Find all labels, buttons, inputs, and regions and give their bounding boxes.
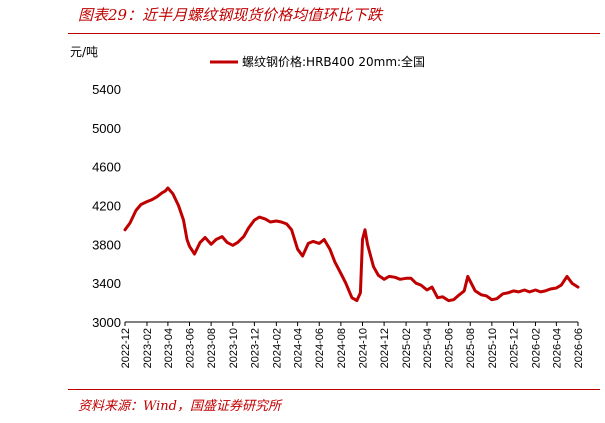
x-tick-label: 2025-02 bbox=[401, 328, 413, 368]
y-tick-label: 5400 bbox=[92, 82, 121, 97]
x-tick-label: 2025-04 bbox=[422, 328, 434, 368]
x-tick-label: 2026-02 bbox=[530, 328, 542, 368]
series-line bbox=[123, 186, 580, 303]
x-tick-label: 2024-02 bbox=[271, 328, 283, 368]
y-tick-label: 3400 bbox=[92, 276, 121, 291]
x-tick-label: 2023-04 bbox=[163, 328, 175, 368]
legend-label: 螺纹钢价格:HRB400 20mm:全国 bbox=[242, 54, 425, 69]
chart-title: 图表29：近半月螺纹钢现货价格均值环比下跌 bbox=[78, 6, 383, 24]
x-tick-label: 2024-08 bbox=[336, 328, 348, 368]
y-tick-label: 5000 bbox=[92, 121, 121, 136]
y-tick-label: 3000 bbox=[92, 315, 121, 330]
x-tick-label: 2025-08 bbox=[465, 328, 477, 368]
x-tick-label: 2023-12 bbox=[249, 328, 261, 368]
x-tick-label: 2025-12 bbox=[508, 328, 520, 368]
x-axis: 2022-12 2023-02 2023-04 2023-06 2023-08 2023-… bbox=[120, 322, 585, 368]
x-tick-label: 2026-04 bbox=[551, 328, 563, 368]
x-tick-label: 2025-10 bbox=[487, 328, 499, 368]
x-tick-label: 2026-06 bbox=[573, 328, 585, 368]
x-tick-label: 2023-08 bbox=[206, 328, 218, 368]
source-note: 资料来源：Wind，国盛证券研究所 bbox=[78, 399, 281, 414]
x-tick-label: 2023-10 bbox=[228, 328, 240, 368]
y-axis: 3000 3400 3800 4200 4600 5000 5400 bbox=[92, 82, 121, 330]
x-tick-label: 2024-10 bbox=[357, 328, 369, 368]
y-tick-label: 4200 bbox=[92, 199, 121, 214]
x-tick-label: 2025-06 bbox=[444, 328, 456, 368]
x-tick-label: 2023-06 bbox=[185, 328, 197, 368]
y-tick-label: 4600 bbox=[92, 160, 121, 175]
legend: 螺纹钢价格:HRB400 20mm:全国 bbox=[210, 54, 425, 69]
x-tick-label: 2022-12 bbox=[120, 328, 132, 368]
title-rule bbox=[68, 33, 600, 34]
y-unit-label: 元/吨 bbox=[70, 45, 98, 59]
x-tick-label: 2024-12 bbox=[379, 328, 391, 368]
x-tick-label: 2023-02 bbox=[142, 328, 154, 368]
x-tick-label: 2024-04 bbox=[293, 328, 305, 368]
x-tick-label: 2024-06 bbox=[314, 328, 326, 368]
y-tick-label: 3800 bbox=[92, 237, 121, 252]
source-rule bbox=[68, 389, 600, 390]
